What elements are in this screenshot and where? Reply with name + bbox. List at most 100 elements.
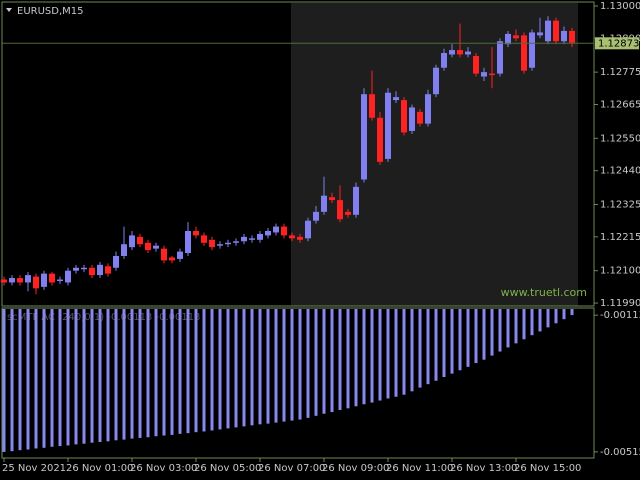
candle-body <box>305 220 311 239</box>
candle-body <box>489 73 495 76</box>
candle-body <box>217 244 223 246</box>
price-panel-frame <box>1 1 595 307</box>
candle-body <box>393 97 399 101</box>
histogram-bar <box>226 309 230 429</box>
indicator-title: scMTF AC (240,0,1) -0.00113 -0.00113 <box>7 312 200 323</box>
candle-body <box>345 211 351 215</box>
candle-body <box>233 241 239 243</box>
candle-body <box>569 30 575 43</box>
candle-body <box>529 32 535 68</box>
histogram-bar <box>290 309 294 421</box>
candle-body <box>129 235 135 248</box>
histogram-bar <box>106 309 110 442</box>
histogram-bar <box>194 309 198 433</box>
candle-body <box>25 275 31 283</box>
histogram-bar <box>26 309 30 450</box>
candle-body <box>385 92 391 159</box>
y-tick-label: 1.12665 <box>600 99 640 110</box>
candle-body <box>225 242 231 245</box>
indicator-panel-frame <box>1 307 595 459</box>
histogram-bar <box>346 309 350 409</box>
histogram-bar <box>82 309 86 444</box>
y-tick-label: 1.11990 <box>600 298 640 309</box>
current-price-box <box>595 37 639 50</box>
histogram-bar <box>234 309 238 428</box>
histogram-bar <box>426 309 430 385</box>
candle-body <box>353 186 359 215</box>
candle-body <box>457 50 463 55</box>
candle-body <box>465 51 471 55</box>
histogram-bar <box>562 309 566 320</box>
histogram-bar <box>282 309 286 422</box>
candle-body <box>537 32 543 36</box>
histogram-bar <box>354 309 358 407</box>
histogram-bar <box>250 309 254 426</box>
candle-body <box>401 100 407 133</box>
candle-body <box>65 270 71 283</box>
histogram-bar <box>338 309 342 411</box>
candle-body <box>377 117 383 162</box>
histogram-bar <box>418 309 422 388</box>
histogram-bar <box>474 309 478 364</box>
candle-body <box>169 257 175 261</box>
histogram-bar <box>42 309 46 448</box>
candle-body <box>265 230 271 236</box>
candle-body <box>193 230 199 236</box>
candle-body <box>1 279 7 283</box>
candle-body <box>249 238 255 240</box>
candle-body <box>289 235 295 239</box>
candle-body <box>81 267 87 270</box>
candle-body <box>41 273 47 287</box>
candle-body <box>553 20 559 42</box>
candle-body <box>161 248 167 261</box>
candle-body <box>49 273 55 283</box>
histogram-bar <box>266 309 270 424</box>
candle-body <box>137 236 143 245</box>
candle-body <box>561 30 567 42</box>
candle-body <box>425 94 431 124</box>
candle-body <box>545 20 551 42</box>
candle-body <box>33 276 39 289</box>
histogram-bar <box>178 309 182 434</box>
x-tick-label: 26 Nov 05:00 <box>194 463 261 474</box>
symbol-arrow <box>6 8 12 12</box>
histogram-bar <box>74 309 78 445</box>
candle-body <box>337 200 343 220</box>
y-tick-label: -0.00515 <box>600 447 640 458</box>
chart-title: EURUSD,M15 <box>17 6 83 17</box>
histogram-bar <box>402 309 406 395</box>
candle-body <box>321 195 327 212</box>
histogram-bar <box>210 309 214 431</box>
y-tick-label: 1.12215 <box>600 232 640 243</box>
histogram-bar <box>98 309 102 443</box>
candle-body <box>449 50 455 55</box>
histogram-bar <box>306 309 310 418</box>
y-tick-label: 1.12325 <box>600 200 640 211</box>
histogram-bar <box>34 309 38 449</box>
histogram-bar <box>554 309 558 324</box>
candle-body <box>513 35 519 39</box>
histogram-bar <box>202 309 206 432</box>
candle-body <box>497 41 503 74</box>
histogram-bar <box>466 309 470 367</box>
histogram-bar <box>162 309 166 436</box>
candle-body <box>185 230 191 254</box>
histogram-bar <box>274 309 278 423</box>
candle-body <box>521 35 527 71</box>
candle-body <box>417 111 423 124</box>
histogram-bar <box>450 309 454 374</box>
candle-body <box>433 67 439 95</box>
candle-body <box>201 235 207 243</box>
candle-body <box>473 55 479 74</box>
candle-body <box>209 239 215 248</box>
histogram-bar <box>386 309 390 399</box>
histogram-bar <box>522 309 526 340</box>
histogram-bar <box>298 309 302 420</box>
histogram-bar <box>186 309 190 434</box>
candle-body <box>241 236 247 242</box>
histogram-bar <box>538 309 542 332</box>
candle-body <box>329 197 335 201</box>
histogram-bar <box>242 309 246 427</box>
histogram-bar <box>530 309 534 336</box>
